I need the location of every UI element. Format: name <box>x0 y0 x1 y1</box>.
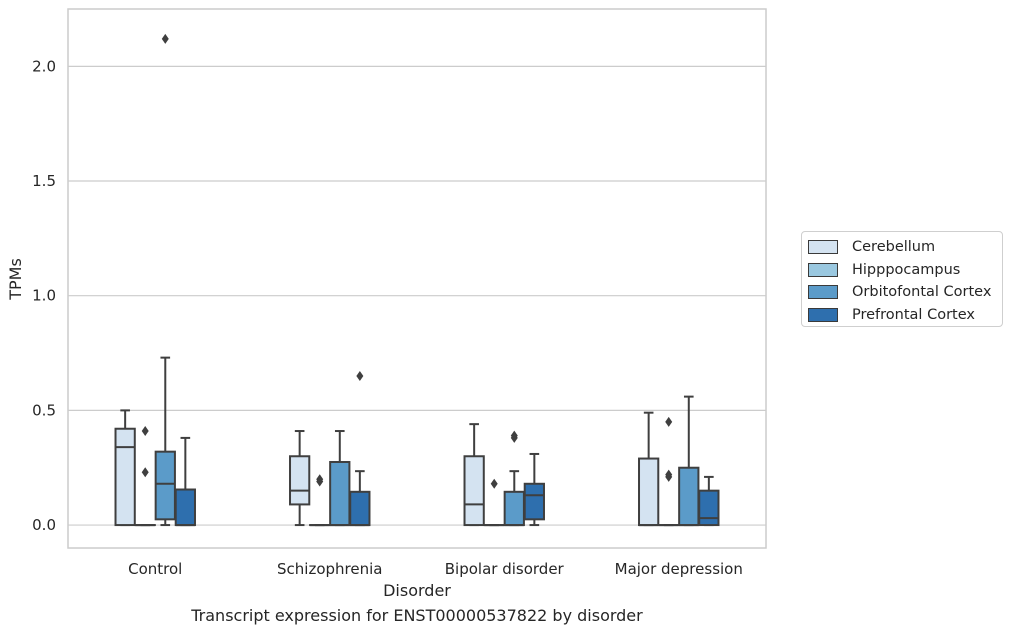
legend-item: Orbitofontal Cortex <box>808 281 1002 304</box>
box-hipppocampus <box>658 416 680 527</box>
box-orbitofontal-cortex <box>678 395 700 527</box>
chart-caption: Transcript expression for ENST0000053782… <box>191 606 643 625</box>
outlier-point <box>141 467 149 478</box>
box-hipppocampus <box>134 426 156 527</box>
legend-swatch <box>808 262 838 277</box>
box-groups <box>114 33 720 527</box>
y-tick-label: 0.0 <box>32 516 56 534</box>
legend-label: Orbitofontal Cortex <box>852 284 992 301</box>
x-tick-label: Control <box>128 560 182 578</box>
x-tick-labels: Control Schizophrenia Bipolar disorder Majo… <box>128 560 743 578</box>
outlier-point <box>356 370 364 381</box>
box-iqr <box>349 490 371 527</box>
box-iqr <box>698 489 720 527</box>
box-hipppocampus <box>309 474 331 527</box>
box-cerebellum <box>638 411 660 527</box>
outlier-point <box>665 471 673 482</box>
legend-item: Prefrontal Cortex <box>808 304 1002 327</box>
outlier-point <box>316 476 324 487</box>
box-iqr <box>638 457 660 527</box>
outlier-point <box>665 416 673 427</box>
outlier-point <box>510 432 518 443</box>
legend-label: Hipppocampus <box>852 261 961 278</box>
legend-swatch <box>808 307 838 322</box>
y-tick-label: 0.5 <box>32 401 56 419</box>
box-prefrontal-cortex <box>174 436 196 527</box>
box-cerebellum <box>463 423 485 527</box>
box-iqr <box>463 455 485 527</box>
x-tick-label: Major depression <box>615 560 743 578</box>
box-prefrontal-cortex <box>349 370 371 527</box>
legend-label: Prefrontal Cortex <box>852 306 975 323</box>
box-iqr <box>678 466 700 527</box>
legend-swatch <box>808 240 838 255</box>
y-tick-labels: 0.0 0.5 1.0 1.5 2.0 <box>32 57 56 534</box>
y-tick-label: 1.5 <box>32 172 56 190</box>
box-orbitofontal-cortex <box>503 430 525 527</box>
box-hipppocampus <box>483 478 505 527</box>
outlier-point <box>161 33 169 44</box>
box-iqr <box>289 455 311 506</box>
box-prefrontal-cortex <box>698 475 720 527</box>
y-tick-label: 2.0 <box>32 57 56 75</box>
plot-frame <box>67 8 767 549</box>
legend-label: Cerebellum <box>852 239 936 256</box>
box-iqr <box>174 488 196 527</box>
y-tick-label: 1.0 <box>32 287 56 305</box>
outlier-point <box>141 426 149 437</box>
box-iqr <box>523 482 545 521</box>
x-tick-label: Bipolar disorder <box>445 560 565 578</box>
legend: Cerebellum Hipppocampus Orbitofontal Corte… <box>801 231 1003 327</box>
box-prefrontal-cortex <box>523 452 545 527</box>
box-iqr <box>154 450 176 521</box>
box-cerebellum <box>114 409 136 527</box>
outlier-point <box>490 478 498 489</box>
legend-item: Hipppocampus <box>808 259 1002 282</box>
legend-item: Cerebellum <box>808 236 1002 259</box>
box-orbitofontal-cortex <box>329 430 351 527</box>
box-iqr <box>503 490 525 527</box>
x-axis-label: Disorder <box>383 581 451 600</box>
box-orbitofontal-cortex <box>154 33 176 527</box>
box-cerebellum <box>289 430 311 527</box>
box-iqr <box>114 427 136 527</box>
x-tick-label: Schizophrenia <box>277 560 382 578</box>
legend-swatch <box>808 285 838 300</box>
box-iqr <box>329 460 351 527</box>
y-axis-label: TPMs <box>6 258 25 301</box>
